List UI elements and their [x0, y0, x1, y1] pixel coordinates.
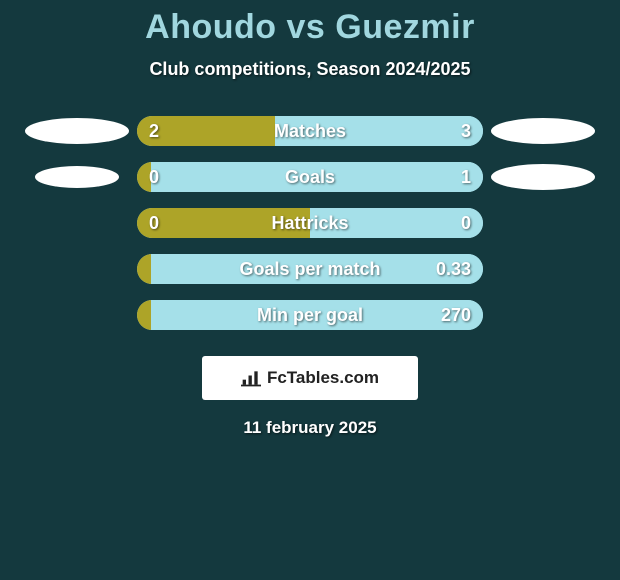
right-indicator — [483, 154, 603, 200]
ellipse-left — [35, 166, 119, 188]
stat-value-right: 270 — [441, 300, 471, 330]
stat-value-left: 0 — [149, 208, 159, 238]
right-indicator — [483, 292, 603, 338]
ellipse-right — [491, 164, 595, 190]
bar-fill-right — [310, 208, 483, 238]
bar-fill-left — [137, 208, 310, 238]
right-indicator — [483, 108, 603, 154]
right-indicator — [483, 246, 603, 292]
bar-fill-right — [151, 162, 483, 192]
bar-fill-left — [137, 300, 151, 330]
bar-fill-left — [137, 254, 151, 284]
stat-row: Matches23 — [0, 108, 620, 154]
stat-row: Min per goal270 — [0, 292, 620, 338]
stat-bar: Min per goal270 — [137, 300, 483, 330]
ellipse-right — [491, 118, 595, 144]
bar-fill-right — [275, 116, 483, 146]
stat-bar: Goals per match0.33 — [137, 254, 483, 284]
right-indicator — [483, 200, 603, 246]
comparison-page: Ahoudo vs Guezmir Club competitions, Sea… — [0, 0, 620, 580]
stat-rows: Matches23Goals01Hattricks00Goals per mat… — [0, 108, 620, 338]
page-subtitle: Club competitions, Season 2024/2025 — [0, 59, 620, 80]
bar-chart-icon — [241, 369, 261, 387]
ellipse-left — [25, 118, 129, 144]
stat-bar: Matches23 — [137, 116, 483, 146]
stat-value-left: 0 — [149, 162, 159, 192]
stat-bar: Hattricks00 — [137, 208, 483, 238]
stat-row: Goals per match0.33 — [0, 246, 620, 292]
left-indicator — [17, 246, 137, 292]
stat-bar: Goals01 — [137, 162, 483, 192]
stat-value-left: 2 — [149, 116, 159, 146]
bar-fill-right — [151, 254, 483, 284]
stat-row: Goals01 — [0, 154, 620, 200]
stat-value-right: 1 — [461, 162, 471, 192]
source-badge-text: FcTables.com — [267, 368, 379, 388]
left-indicator — [17, 200, 137, 246]
bar-fill-right — [151, 300, 483, 330]
left-indicator — [17, 154, 137, 200]
source-badge[interactable]: FcTables.com — [202, 356, 418, 400]
snapshot-date: 11 february 2025 — [0, 418, 620, 438]
stat-row: Hattricks00 — [0, 200, 620, 246]
stat-value-right: 0.33 — [436, 254, 471, 284]
left-indicator — [17, 108, 137, 154]
page-title: Ahoudo vs Guezmir — [0, 0, 620, 47]
stat-value-right: 0 — [461, 208, 471, 238]
left-indicator — [17, 292, 137, 338]
stat-value-right: 3 — [461, 116, 471, 146]
